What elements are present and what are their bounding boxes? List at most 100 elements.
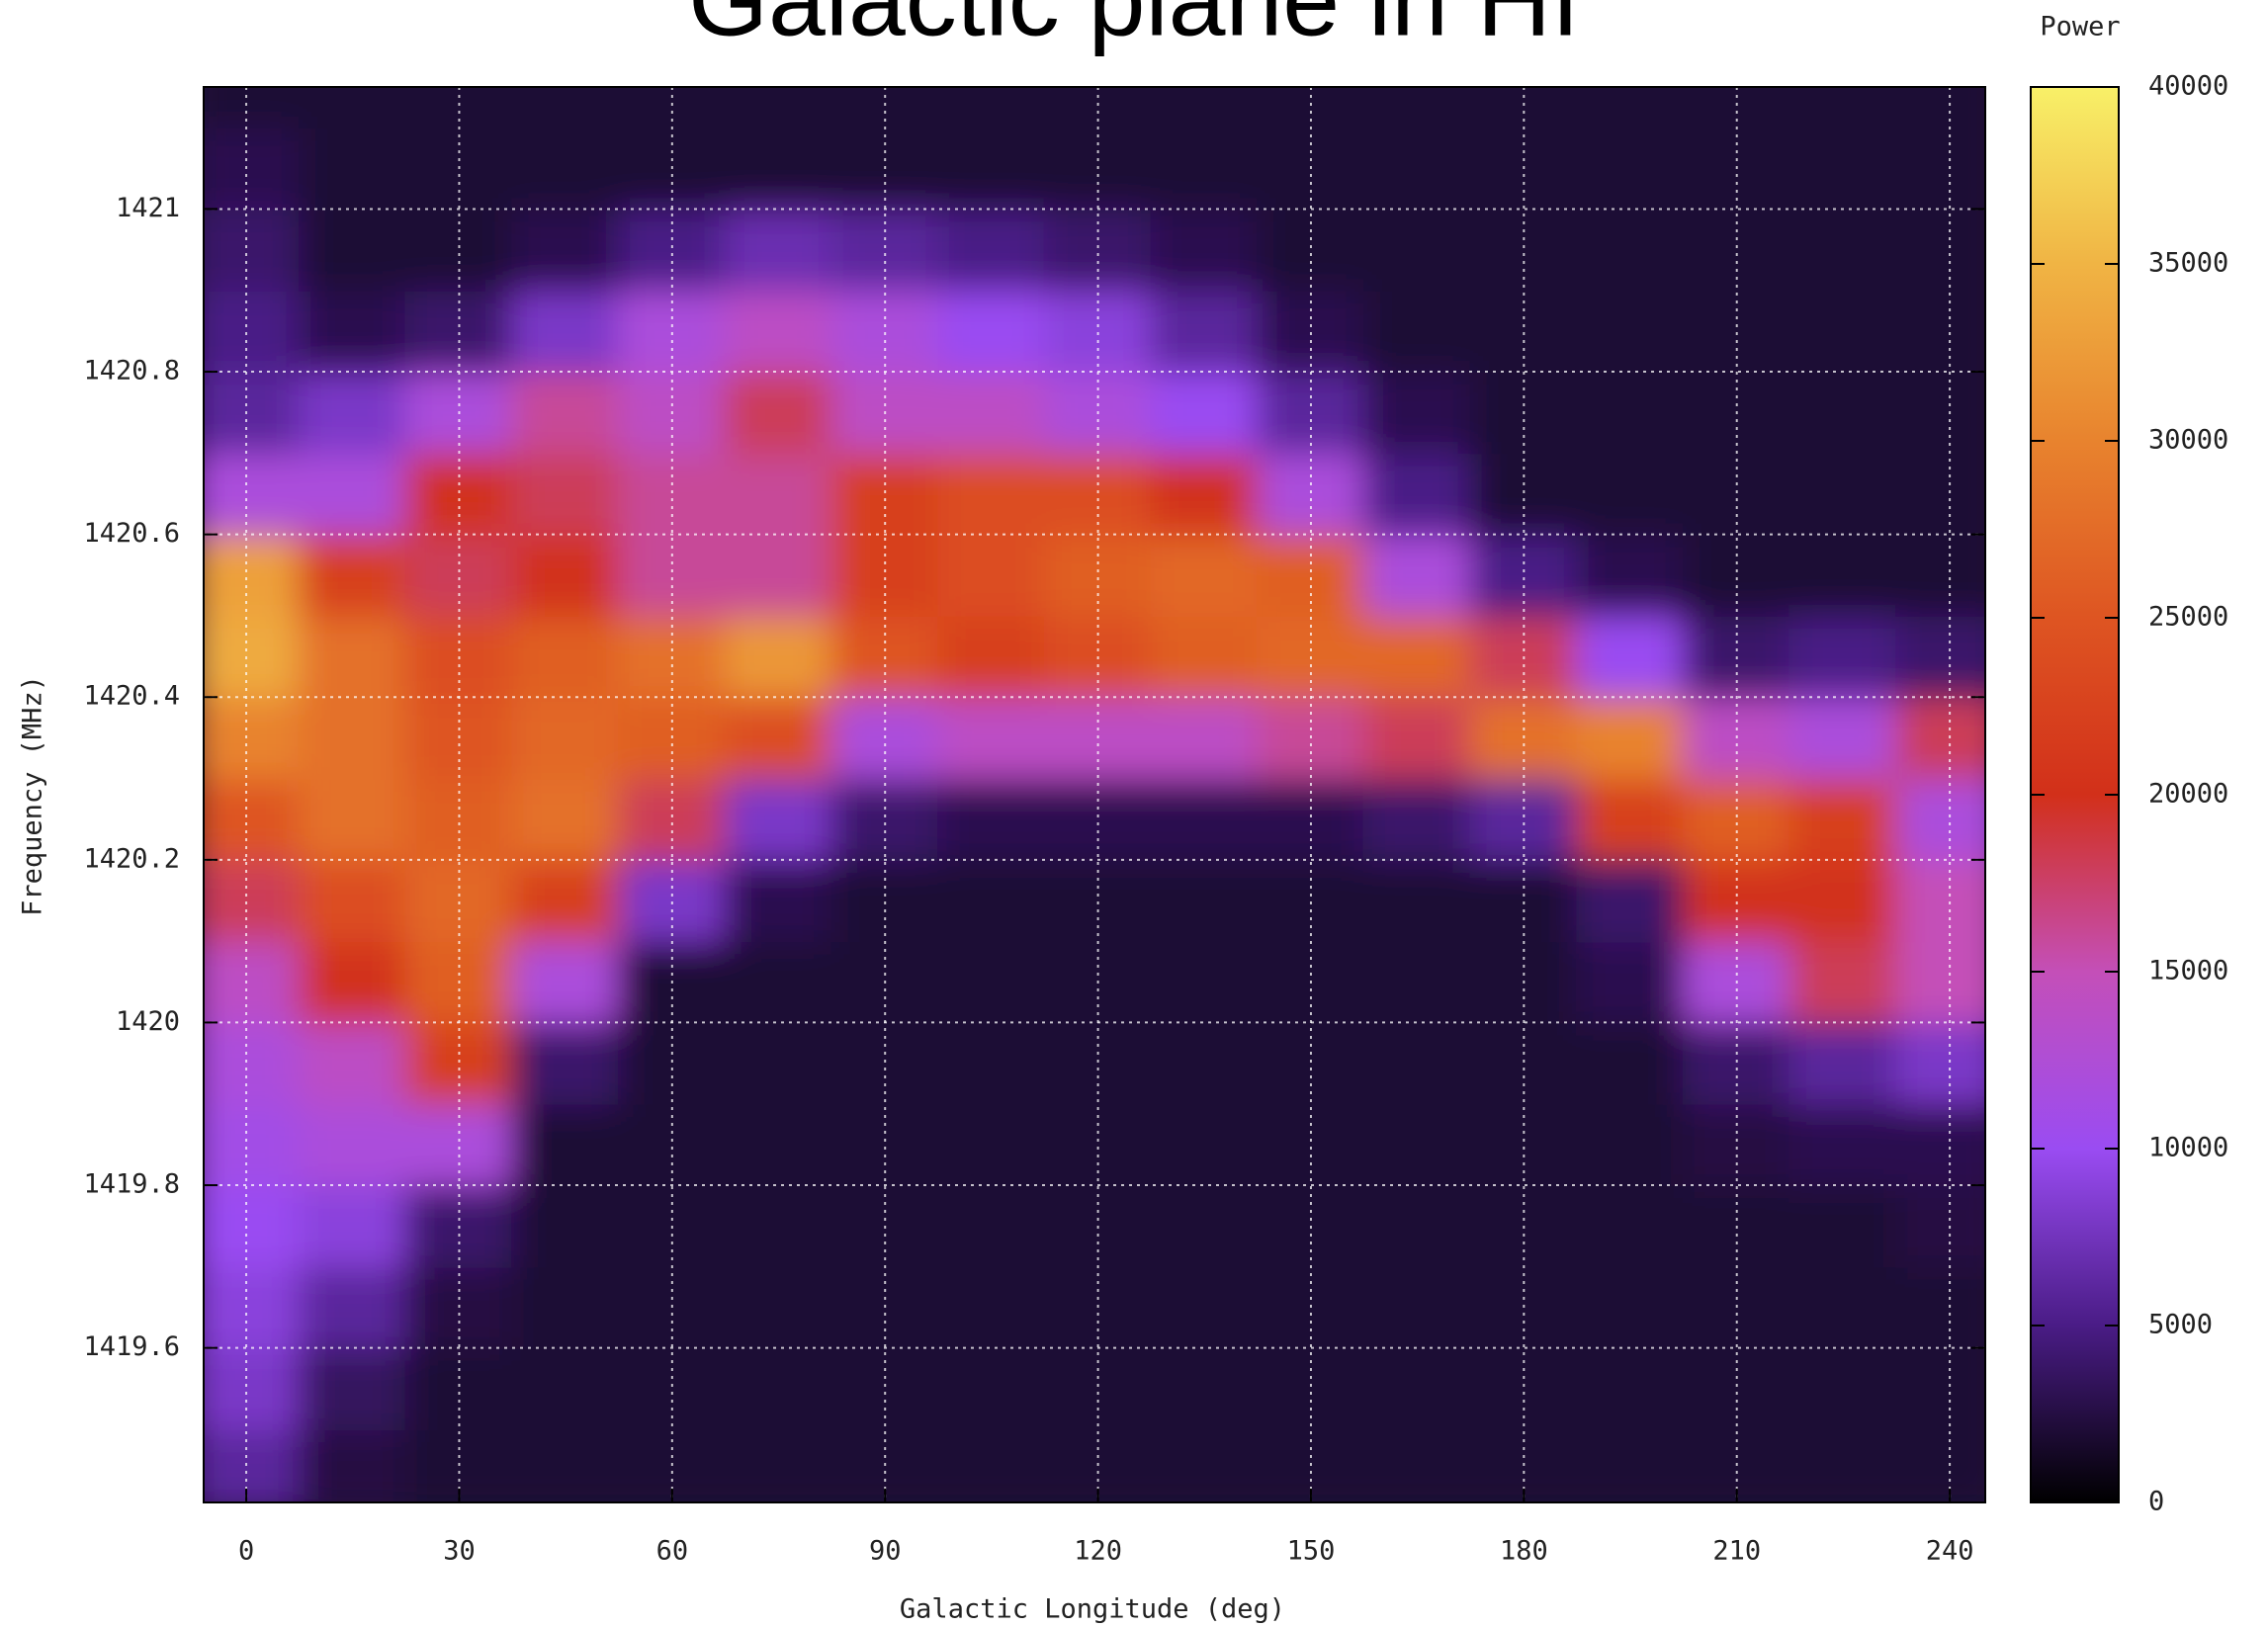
heatmap-cell xyxy=(725,127,833,210)
y-tick-label: 1419.8 xyxy=(83,1169,180,1200)
y-axis-label: Frequency (MHz) xyxy=(18,675,48,916)
y-tick-label: 1420.6 xyxy=(83,518,180,549)
heatmap-cell xyxy=(1576,1428,1685,1511)
heatmap-cell xyxy=(1789,940,1898,1023)
heatmap-cell xyxy=(511,1428,620,1511)
heatmap-cell xyxy=(1576,1265,1685,1348)
heatmap-cell xyxy=(937,940,1046,1023)
heatmap-cell xyxy=(1150,371,1259,454)
heatmap-cell xyxy=(1150,859,1259,942)
heatmap-cell xyxy=(1363,1103,1472,1186)
heatmap-cell xyxy=(511,290,620,373)
heatmap-cell xyxy=(937,1265,1046,1348)
heatmap-cell xyxy=(1150,1103,1259,1186)
heatmap-cell xyxy=(1789,1428,1898,1511)
heatmap-cell xyxy=(937,615,1046,698)
heatmap-cell xyxy=(299,127,407,210)
heatmap-cell xyxy=(1576,778,1685,861)
heatmap-cell xyxy=(1150,696,1259,779)
heatmap-cell xyxy=(1789,1103,1898,1186)
y-tick-label: 1421 xyxy=(116,193,180,223)
x-tick-label: 30 xyxy=(443,1536,476,1567)
heatmap-cell xyxy=(1789,534,1898,617)
heatmap-cell xyxy=(1576,208,1685,291)
heatmap-cell xyxy=(937,371,1046,454)
heatmap-cell xyxy=(1150,940,1259,1023)
heatmap-cell xyxy=(1363,1428,1472,1511)
heatmap-cell xyxy=(511,940,620,1023)
heatmap-cell xyxy=(937,1184,1046,1267)
colorbar-tick-label: 20000 xyxy=(2148,779,2228,810)
heatmap-cell xyxy=(1576,696,1685,779)
heatmap-cell xyxy=(937,127,1046,210)
heatmap-cell xyxy=(1789,1021,1898,1104)
heatmap-cell xyxy=(1789,615,1898,698)
heatmap-cell xyxy=(1363,1021,1472,1104)
heatmap-cell xyxy=(725,208,833,291)
x-tick-label: 150 xyxy=(1287,1536,1336,1567)
y-tick-label: 1420.8 xyxy=(83,356,180,386)
x-tick-label: 90 xyxy=(869,1536,902,1567)
heatmap-cell xyxy=(725,1265,833,1348)
colorbar-tick-label: 35000 xyxy=(2148,248,2228,279)
y-tick-label: 1419.6 xyxy=(83,1331,180,1362)
heatmap-cell xyxy=(299,940,407,1023)
heatmap-cell xyxy=(1789,778,1898,861)
heatmap-cell xyxy=(937,778,1046,861)
heatmap-cell xyxy=(725,615,833,698)
heatmap-cell xyxy=(1363,615,1472,698)
heatmap-cell xyxy=(1363,290,1472,373)
y-tick-label: 1420 xyxy=(116,1006,180,1037)
heatmap-cell xyxy=(1363,1347,1472,1430)
colorbar-tick-label: 25000 xyxy=(2148,602,2228,633)
heatmap-cell xyxy=(937,1021,1046,1104)
heatmap-cell xyxy=(1789,859,1898,942)
heatmap-cell xyxy=(1363,127,1472,210)
heatmap-cell xyxy=(725,452,833,535)
heatmap-cell xyxy=(725,696,833,779)
heatmap-cell xyxy=(1576,127,1685,210)
heatmap-cell xyxy=(937,859,1046,942)
heatmap-cell xyxy=(299,1021,407,1104)
heatmap-cell xyxy=(937,1103,1046,1186)
chart-title: Galactic plane in HI xyxy=(688,0,1580,57)
heatmap-cell xyxy=(1576,940,1685,1023)
heatmap-cell xyxy=(1789,696,1898,779)
heatmap-cell xyxy=(937,208,1046,291)
heatmap-cell xyxy=(299,1265,407,1348)
heatmap-cell xyxy=(1576,859,1685,942)
heatmap-cell xyxy=(1363,452,1472,535)
heatmap-cell xyxy=(511,696,620,779)
heatmap-cell xyxy=(299,534,407,617)
heatmap-cell xyxy=(511,1265,620,1348)
x-tick-label: 240 xyxy=(1926,1536,1974,1567)
x-axis-label: Galactic Longitude (deg) xyxy=(900,1594,1285,1625)
heatmap-cell xyxy=(1576,1021,1685,1104)
heatmap-cell xyxy=(1150,208,1259,291)
colorbar-tick-label: 15000 xyxy=(2148,956,2228,986)
heatmap-cell xyxy=(725,1021,833,1104)
heatmap-cell xyxy=(1150,290,1259,373)
heatmap-cell xyxy=(1789,1265,1898,1348)
heatmap-cell xyxy=(937,1347,1046,1430)
heatmap-cell xyxy=(299,1347,407,1430)
heatmap-cell xyxy=(299,1428,407,1511)
heatmap-cell xyxy=(725,1428,833,1511)
heatmap-cell xyxy=(511,615,620,698)
x-tick-label: 180 xyxy=(1500,1536,1548,1567)
heatmap-cell xyxy=(1363,371,1472,454)
heatmap-cell xyxy=(1363,778,1472,861)
heatmap-cell xyxy=(1150,615,1259,698)
heatmap-cell xyxy=(1363,1265,1472,1348)
heatmap-cell xyxy=(937,452,1046,535)
heatmap-cell xyxy=(1363,1184,1472,1267)
heatmap-cell xyxy=(511,1347,620,1430)
heatmap-cell xyxy=(511,452,620,535)
heatmap-cell xyxy=(511,1103,620,1186)
heatmap-cell xyxy=(725,371,833,454)
heatmap-cell xyxy=(725,940,833,1023)
heatmap-cell xyxy=(299,208,407,291)
colorbar-tick-label: 5000 xyxy=(2148,1310,2213,1340)
colorbar-tick-label: 10000 xyxy=(2148,1133,2228,1163)
heatmap-cell xyxy=(1150,452,1259,535)
